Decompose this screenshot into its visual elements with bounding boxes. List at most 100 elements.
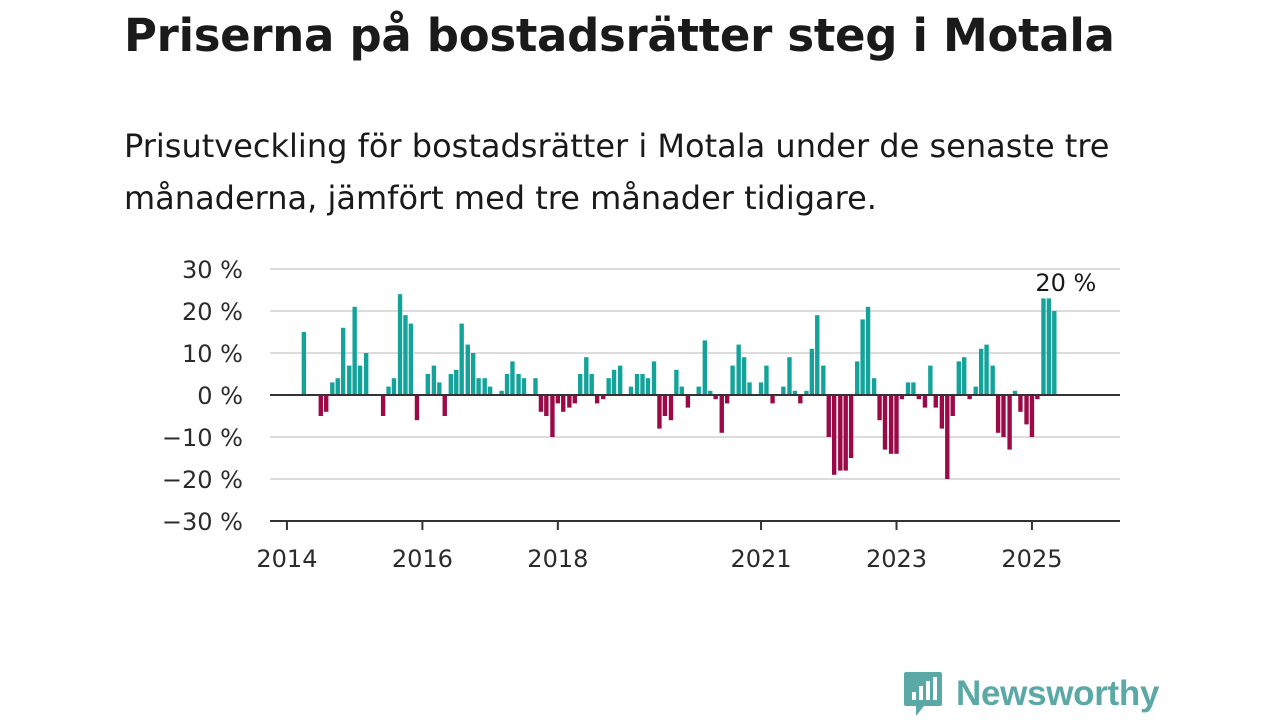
bar [510, 361, 515, 395]
bar [916, 395, 922, 400]
axes [270, 394, 1120, 522]
bar [572, 395, 577, 404]
bar [962, 357, 967, 395]
bar [606, 378, 611, 395]
bar [990, 365, 995, 395]
bar [719, 395, 724, 433]
bar [617, 365, 623, 395]
bar [668, 395, 674, 421]
bar [905, 382, 911, 395]
bar [798, 395, 803, 404]
chart-title: Priserna på bostadsrätter steg i Motala [124, 9, 1115, 62]
bar [956, 361, 961, 395]
bar [781, 386, 786, 395]
bar [978, 348, 984, 395]
bar [425, 374, 430, 395]
y-tick-label: −30 % [162, 508, 243, 536]
bar [657, 395, 662, 429]
bar [724, 395, 730, 404]
bar [826, 395, 831, 437]
bar [330, 382, 335, 395]
bar [967, 395, 972, 400]
bar [1007, 395, 1012, 450]
bar [476, 378, 481, 395]
bar [516, 374, 521, 395]
bar [747, 382, 752, 395]
bar [544, 395, 549, 416]
bar [448, 374, 454, 395]
bar [442, 395, 447, 416]
bar [594, 395, 600, 404]
bar [470, 353, 476, 395]
bar [1052, 311, 1057, 395]
bar [821, 365, 826, 395]
bar [696, 386, 701, 395]
bar [567, 395, 572, 408]
bar [482, 378, 487, 395]
bar [1046, 298, 1052, 395]
bar [865, 306, 871, 395]
bar [352, 306, 357, 395]
bar [792, 390, 798, 395]
bar [950, 395, 955, 416]
bar [347, 365, 352, 395]
bar [888, 395, 894, 454]
bar [561, 395, 566, 412]
bar [584, 357, 589, 395]
bar [764, 365, 769, 395]
brand-logo[interactable]: Newsworthy [902, 668, 1159, 720]
bar [838, 395, 843, 471]
bar [1035, 395, 1040, 400]
bar [702, 340, 708, 395]
bar [685, 395, 691, 408]
bar [831, 395, 837, 475]
latest-value-label: 20 % [1035, 269, 1096, 297]
x-tick-label: 2025 [1001, 545, 1062, 573]
bar [1001, 395, 1006, 437]
bar [414, 395, 420, 421]
bar [860, 319, 865, 395]
bar [601, 395, 606, 400]
bar [848, 395, 854, 458]
bar [611, 369, 617, 395]
x-tick-label: 2021 [730, 545, 791, 573]
bar [730, 365, 735, 395]
bar [521, 378, 527, 395]
bar [335, 378, 340, 395]
y-axis-labels: 30 % 20 % 10 % 0 % −10 % −20 % −30 % [162, 256, 243, 536]
bar [679, 386, 684, 395]
bar [386, 386, 391, 395]
bar [487, 386, 493, 395]
bar [871, 378, 877, 395]
bar [1012, 390, 1018, 395]
bar [984, 344, 989, 395]
bar [578, 374, 583, 395]
bar [713, 395, 718, 400]
bar [301, 332, 307, 395]
bar [877, 395, 882, 421]
bar [533, 378, 538, 395]
bar [815, 315, 820, 395]
bar [928, 365, 933, 395]
x-tick-label: 2014 [256, 545, 317, 573]
bar [651, 361, 657, 395]
bar [634, 374, 640, 395]
chart-subtitle: Prisutveckling för bostadsrätter i Motal… [124, 127, 1110, 217]
bar [882, 395, 888, 450]
y-tick-label: −10 % [162, 424, 243, 452]
bar [340, 327, 346, 395]
y-tick-label: −20 % [162, 466, 243, 494]
bar [708, 390, 713, 395]
bar-chart: 30 %20 %10 %0 %−10 %−20 %−30 % 2014 2016 2… [162, 256, 1120, 573]
newsworthy-logo-icon [904, 672, 942, 716]
bar [357, 365, 363, 395]
bar [431, 365, 437, 395]
x-tick-label: 2023 [866, 545, 927, 573]
y-tick-label: 10 % [182, 340, 243, 368]
y-tick-label: 30 % [182, 256, 243, 284]
annotation-layer: 20 % [1035, 269, 1096, 297]
bar [1024, 395, 1029, 425]
bar [391, 378, 397, 395]
bar [1029, 395, 1035, 437]
bar [437, 382, 442, 395]
